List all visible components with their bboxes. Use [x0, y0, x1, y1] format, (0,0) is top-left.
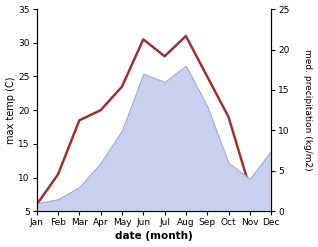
- X-axis label: date (month): date (month): [115, 231, 193, 242]
- Y-axis label: max temp (C): max temp (C): [5, 76, 16, 144]
- Y-axis label: med. precipitation (kg/m2): med. precipitation (kg/m2): [303, 49, 313, 171]
